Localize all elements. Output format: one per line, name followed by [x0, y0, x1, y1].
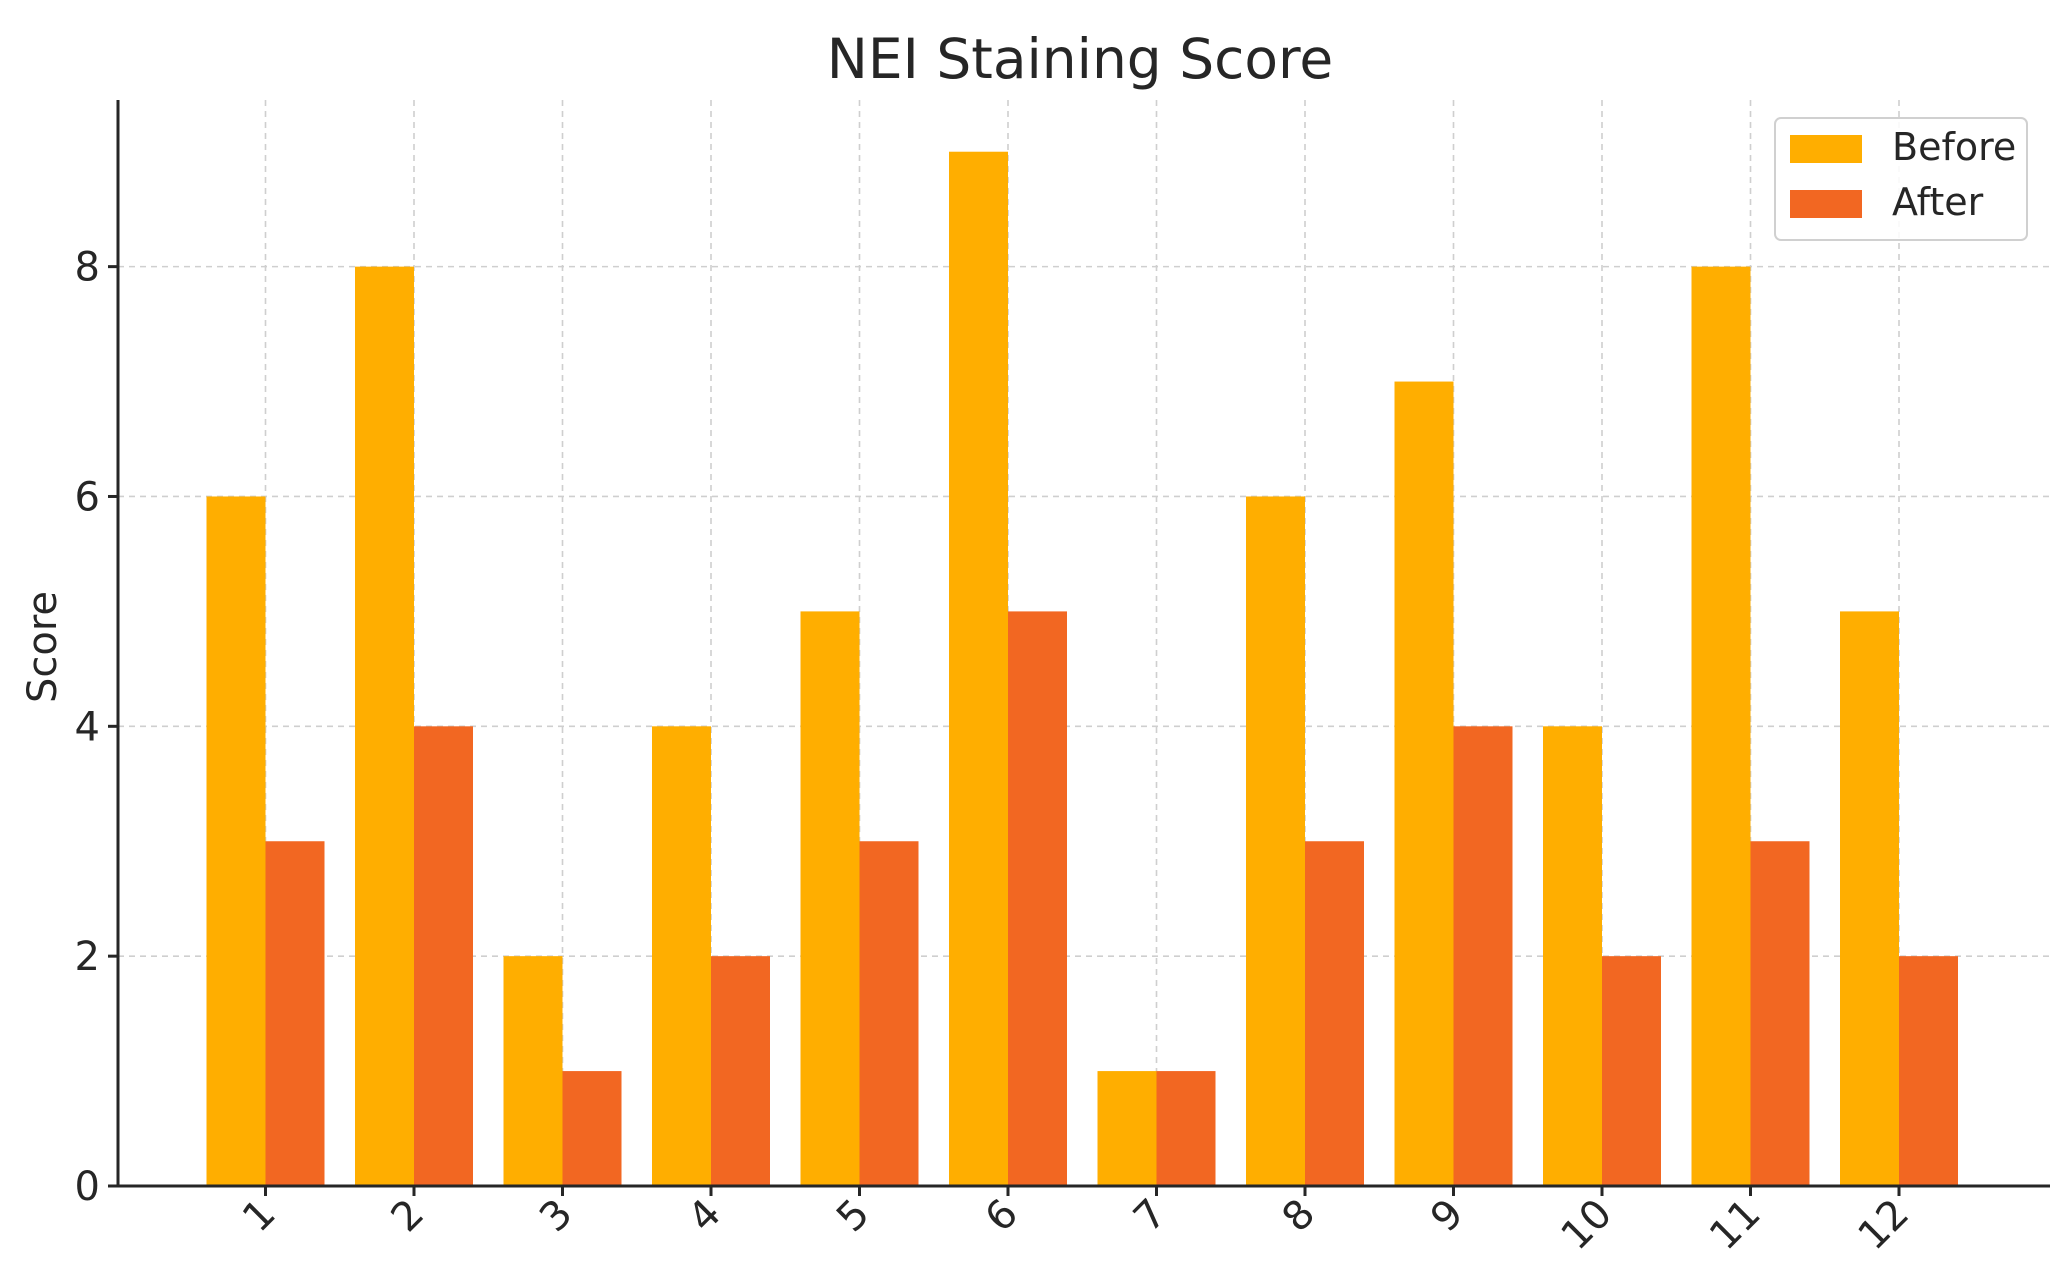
bar-after-6 — [1008, 611, 1067, 1186]
bar-after-10 — [1602, 956, 1661, 1186]
x-tick-label: 7 — [1125, 1191, 1176, 1242]
bar-after-1 — [265, 841, 325, 1186]
y-axis-label: Score — [20, 591, 66, 703]
y-tick-label: 4 — [75, 704, 100, 750]
x-tick-label: 5 — [828, 1191, 879, 1242]
chart-title: NEI Staining Score — [827, 27, 1334, 91]
bar-before-4 — [652, 726, 711, 1186]
x-tick-label: 6 — [977, 1191, 1028, 1242]
y-tick-label: 2 — [75, 934, 100, 980]
bar-before-11 — [1691, 266, 1751, 1187]
x-tick-label: 4 — [680, 1191, 731, 1242]
bar-before-3 — [503, 956, 563, 1186]
legend: Before After — [1774, 117, 2028, 241]
y-tick-label: 0 — [75, 1164, 100, 1210]
bar-before-5 — [800, 611, 860, 1186]
bar-after-5 — [859, 841, 919, 1186]
bars — [206, 151, 1958, 1187]
x-tick-label: 9 — [1422, 1191, 1473, 1242]
x-tick-label: 12 — [1850, 1191, 1919, 1260]
x-tick-label: 10 — [1553, 1191, 1622, 1260]
legend-label-after: After — [1892, 180, 1984, 224]
y-tick-label: 6 — [75, 474, 100, 520]
legend-label-before: Before — [1892, 125, 2016, 169]
y-tick-label: 8 — [75, 245, 100, 291]
x-tick-label: 1 — [234, 1191, 285, 1242]
x-tick-label: 2 — [383, 1191, 434, 1242]
legend-swatch-before — [1790, 135, 1862, 163]
legend-swatch-after — [1790, 190, 1862, 218]
bar-before-12 — [1840, 611, 1899, 1186]
x-tick-label: 8 — [1274, 1191, 1325, 1242]
bar-before-9 — [1394, 381, 1454, 1186]
axes — [108, 100, 2050, 1196]
bar-before-1 — [206, 496, 266, 1186]
bar-after-9 — [1453, 726, 1513, 1186]
bar-after-3 — [562, 1071, 622, 1186]
bar-before-10 — [1543, 726, 1602, 1186]
bar-after-7 — [1156, 1071, 1216, 1186]
bar-after-11 — [1750, 841, 1810, 1186]
bar-before-6 — [949, 151, 1008, 1187]
bar-after-4 — [711, 956, 770, 1186]
bar-after-12 — [1899, 956, 1958, 1186]
x-tick-label: 11 — [1701, 1191, 1770, 1260]
bar-before-7 — [1097, 1071, 1157, 1186]
bar-after-8 — [1305, 841, 1364, 1186]
bar-after-2 — [414, 726, 473, 1186]
bar-before-8 — [1246, 496, 1305, 1186]
bar-before-2 — [355, 266, 414, 1187]
x-tick-label: 3 — [531, 1191, 582, 1242]
